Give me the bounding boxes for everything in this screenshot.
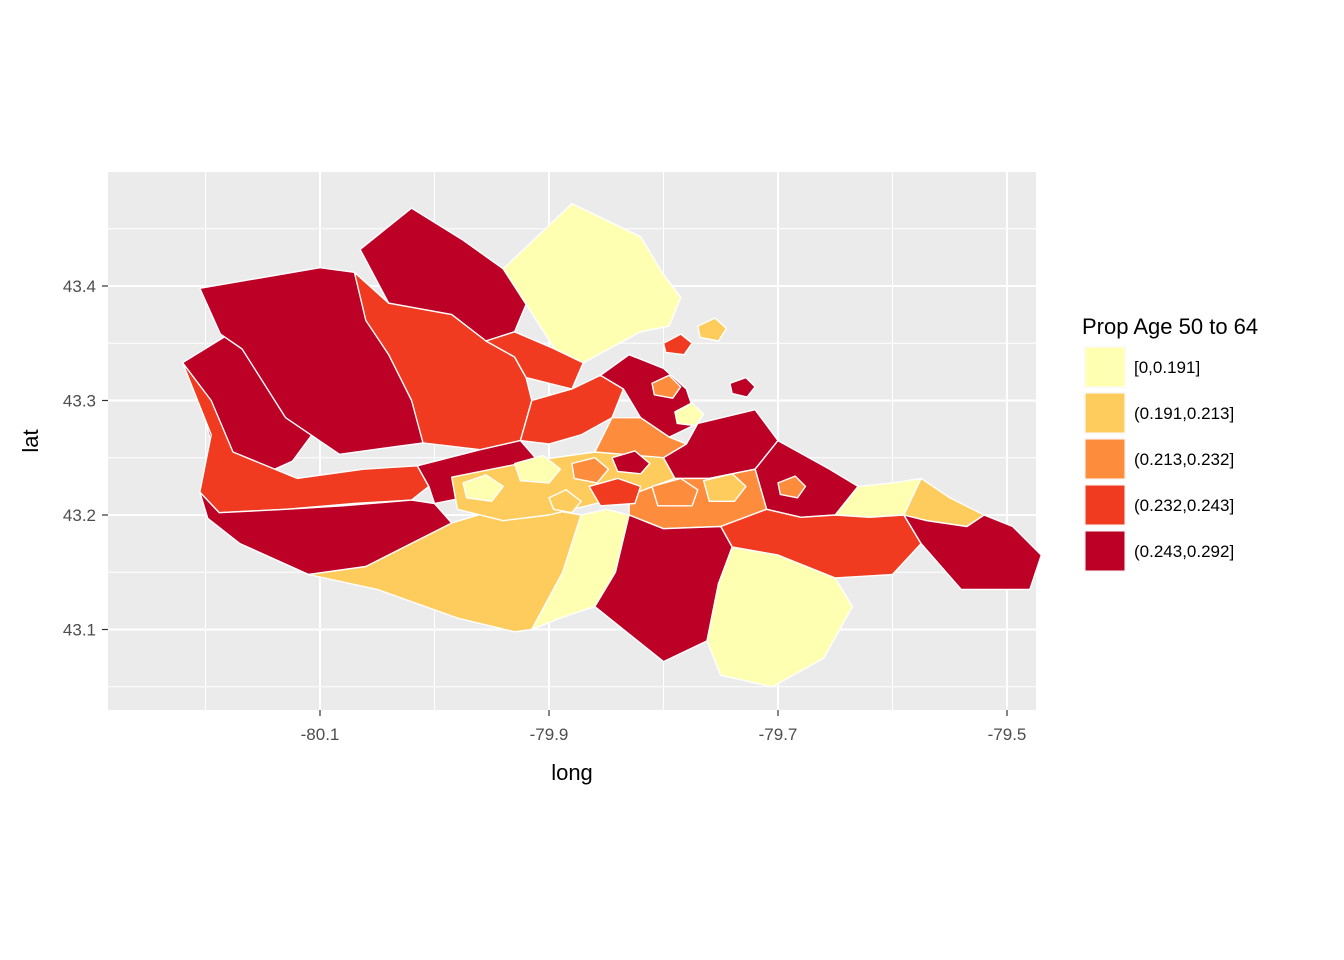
y-axis-ticks: 43.1 43.2 43.3 43.4 xyxy=(63,277,108,640)
x-tick-label: -79.9 xyxy=(530,725,569,744)
map-region xyxy=(697,317,728,342)
y-axis-title: lat xyxy=(18,429,43,452)
map-region xyxy=(513,454,562,484)
legend-label: (0.213,0.232] xyxy=(1134,450,1234,469)
map-region xyxy=(571,457,610,484)
legend-label: (0.191,0.213] xyxy=(1134,404,1234,423)
y-tick-label: 43.2 xyxy=(63,506,96,525)
legend-swatch xyxy=(1084,438,1126,480)
map-region xyxy=(777,475,807,499)
y-tick-label: 43.4 xyxy=(63,277,96,296)
legend-swatch xyxy=(1084,530,1126,572)
legend-title: Prop Age 50 to 64 xyxy=(1082,314,1258,339)
legend-swatch xyxy=(1084,392,1126,434)
map-region xyxy=(674,402,705,427)
x-tick-label: -79.7 xyxy=(759,725,798,744)
x-tick-label: -79.5 xyxy=(988,725,1027,744)
map-regions xyxy=(181,202,1043,688)
map-region xyxy=(729,376,756,398)
legend-label: (0.232,0.243] xyxy=(1134,496,1234,515)
x-tick-label: -80.1 xyxy=(301,725,340,744)
map-region xyxy=(588,477,642,507)
map-region xyxy=(903,514,1043,591)
map-region xyxy=(651,477,699,507)
legend-label: [0,0.191] xyxy=(1134,358,1200,377)
map-region xyxy=(662,333,693,356)
x-axis-ticks: -80.1 -79.9 -79.7 -79.5 xyxy=(301,710,1027,744)
y-tick-label: 43.3 xyxy=(63,392,96,411)
y-tick-label: 43.1 xyxy=(63,621,96,640)
map-region xyxy=(611,450,651,475)
map-region xyxy=(502,202,682,364)
map-region xyxy=(548,489,582,514)
map-region xyxy=(651,374,682,399)
x-axis-title: long xyxy=(551,760,593,785)
legend-swatch xyxy=(1084,484,1126,526)
map-region xyxy=(462,474,504,502)
map-region xyxy=(706,546,854,688)
legend-label: (0.243,0.292] xyxy=(1134,542,1234,561)
legend-keys: [0,0.191] (0.191,0.213] (0.213,0.232] (0.23… xyxy=(1084,346,1234,572)
legend: Prop Age 50 to 64 [0,0.191] (0.191,0.213]… xyxy=(1082,314,1258,572)
map-region xyxy=(485,331,584,390)
map-region xyxy=(702,473,747,502)
legend-swatch xyxy=(1084,346,1126,388)
